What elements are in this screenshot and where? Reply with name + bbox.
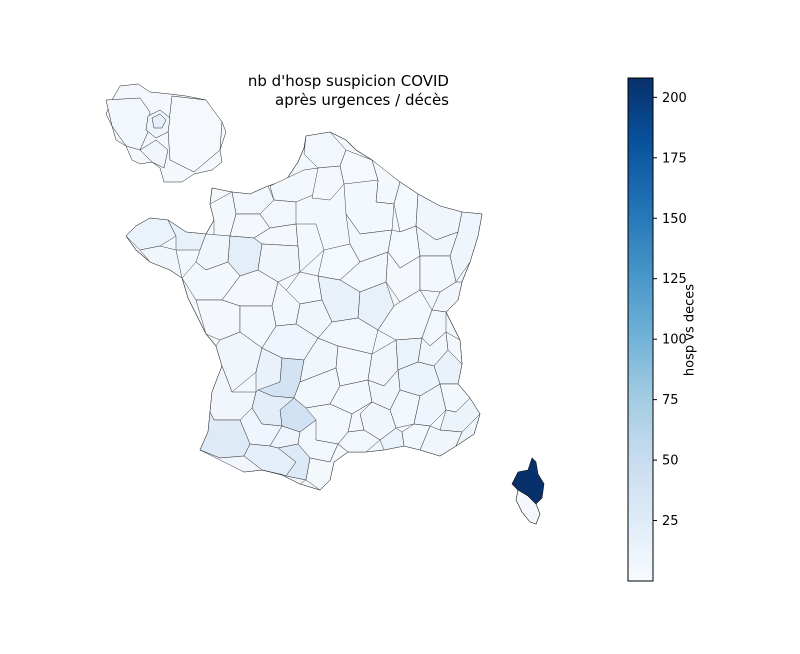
- idf-south: [139, 139, 169, 169]
- dept-bouches-rhone: [379, 427, 405, 451]
- dept-aude: [305, 443, 349, 491]
- dept-vaucluse: [401, 423, 431, 451]
- dept-corse-du-sud: [515, 489, 541, 525]
- map-title-line1: nb d'hosp suspicion COVID: [247, 72, 449, 90]
- departments: [125, 131, 483, 491]
- colorbar-gradient: [627, 77, 654, 582]
- corsica: [511, 457, 545, 525]
- colorbar-tick-label: 75: [662, 393, 679, 408]
- idf-paris: [151, 113, 167, 129]
- colorbar: 25 50 75 100 125 150 175 200: [627, 77, 687, 582]
- map-title-line2: après urgences / décès: [275, 91, 449, 109]
- colorbar-ticks: 25 50 75 100 125 150 175 200: [653, 91, 687, 529]
- dept-morbihan: [139, 245, 183, 279]
- dept-eure: [259, 199, 297, 229]
- dept-ariege: [279, 473, 307, 485]
- dept-vosges: [415, 225, 459, 257]
- colorbar-tick-label: 25: [662, 514, 679, 529]
- map-title: nb d'hosp suspicion COVID après urgences…: [248, 72, 449, 110]
- idf-inner-east: [167, 95, 223, 173]
- dept-drome: [413, 383, 447, 427]
- colorbar-tick-label: 125: [662, 272, 687, 287]
- colorbar-tick-label: 100: [662, 333, 687, 348]
- colorbar-tick-label: 150: [662, 212, 687, 227]
- idf-inset: [105, 83, 227, 183]
- dept-pyrenees-atlantiques: [199, 449, 263, 473]
- colorbar-tick-label: 50: [662, 454, 679, 469]
- colorbar-tick-label: 175: [662, 151, 687, 166]
- colorbar-label: hosp vs deces: [682, 283, 698, 377]
- dept-oise: [311, 165, 345, 201]
- colorbar-tick-label: 200: [662, 91, 687, 106]
- idf-inner-west: [105, 97, 151, 151]
- dept-eure-loir: [295, 223, 325, 273]
- dept-vendee: [195, 299, 241, 341]
